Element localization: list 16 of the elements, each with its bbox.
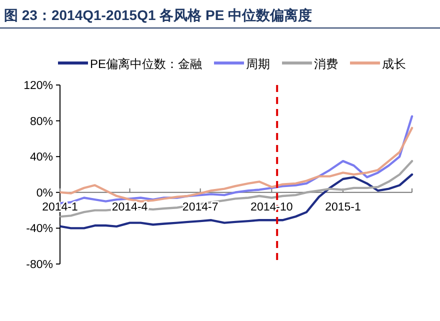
legend-label: PE偏离中位数：金融: [90, 57, 202, 71]
line-series: [60, 115, 414, 204]
y-tick-label: -40%: [26, 223, 53, 236]
y-tick-label: 80%: [30, 116, 53, 128]
x-tick-label: 2014-7: [182, 201, 218, 214]
chart-title: 图 23：2014Q1-2015Q1 各风格 PE 中位数偏离度: [4, 7, 312, 23]
legend-label: 消费: [314, 57, 338, 71]
x-tick-label: 2014-4: [112, 201, 148, 214]
y-tick-label: 40%: [30, 152, 53, 164]
legend-label: 成长: [382, 57, 406, 71]
y-tick-label: -80%: [26, 259, 53, 271]
x-tick-label: 2015-1: [325, 201, 361, 214]
y-tick-label: 0%: [36, 187, 53, 200]
line-series: [60, 126, 414, 202]
legend-label: 周期: [246, 57, 270, 71]
y-tick-label: 120%: [24, 80, 53, 92]
